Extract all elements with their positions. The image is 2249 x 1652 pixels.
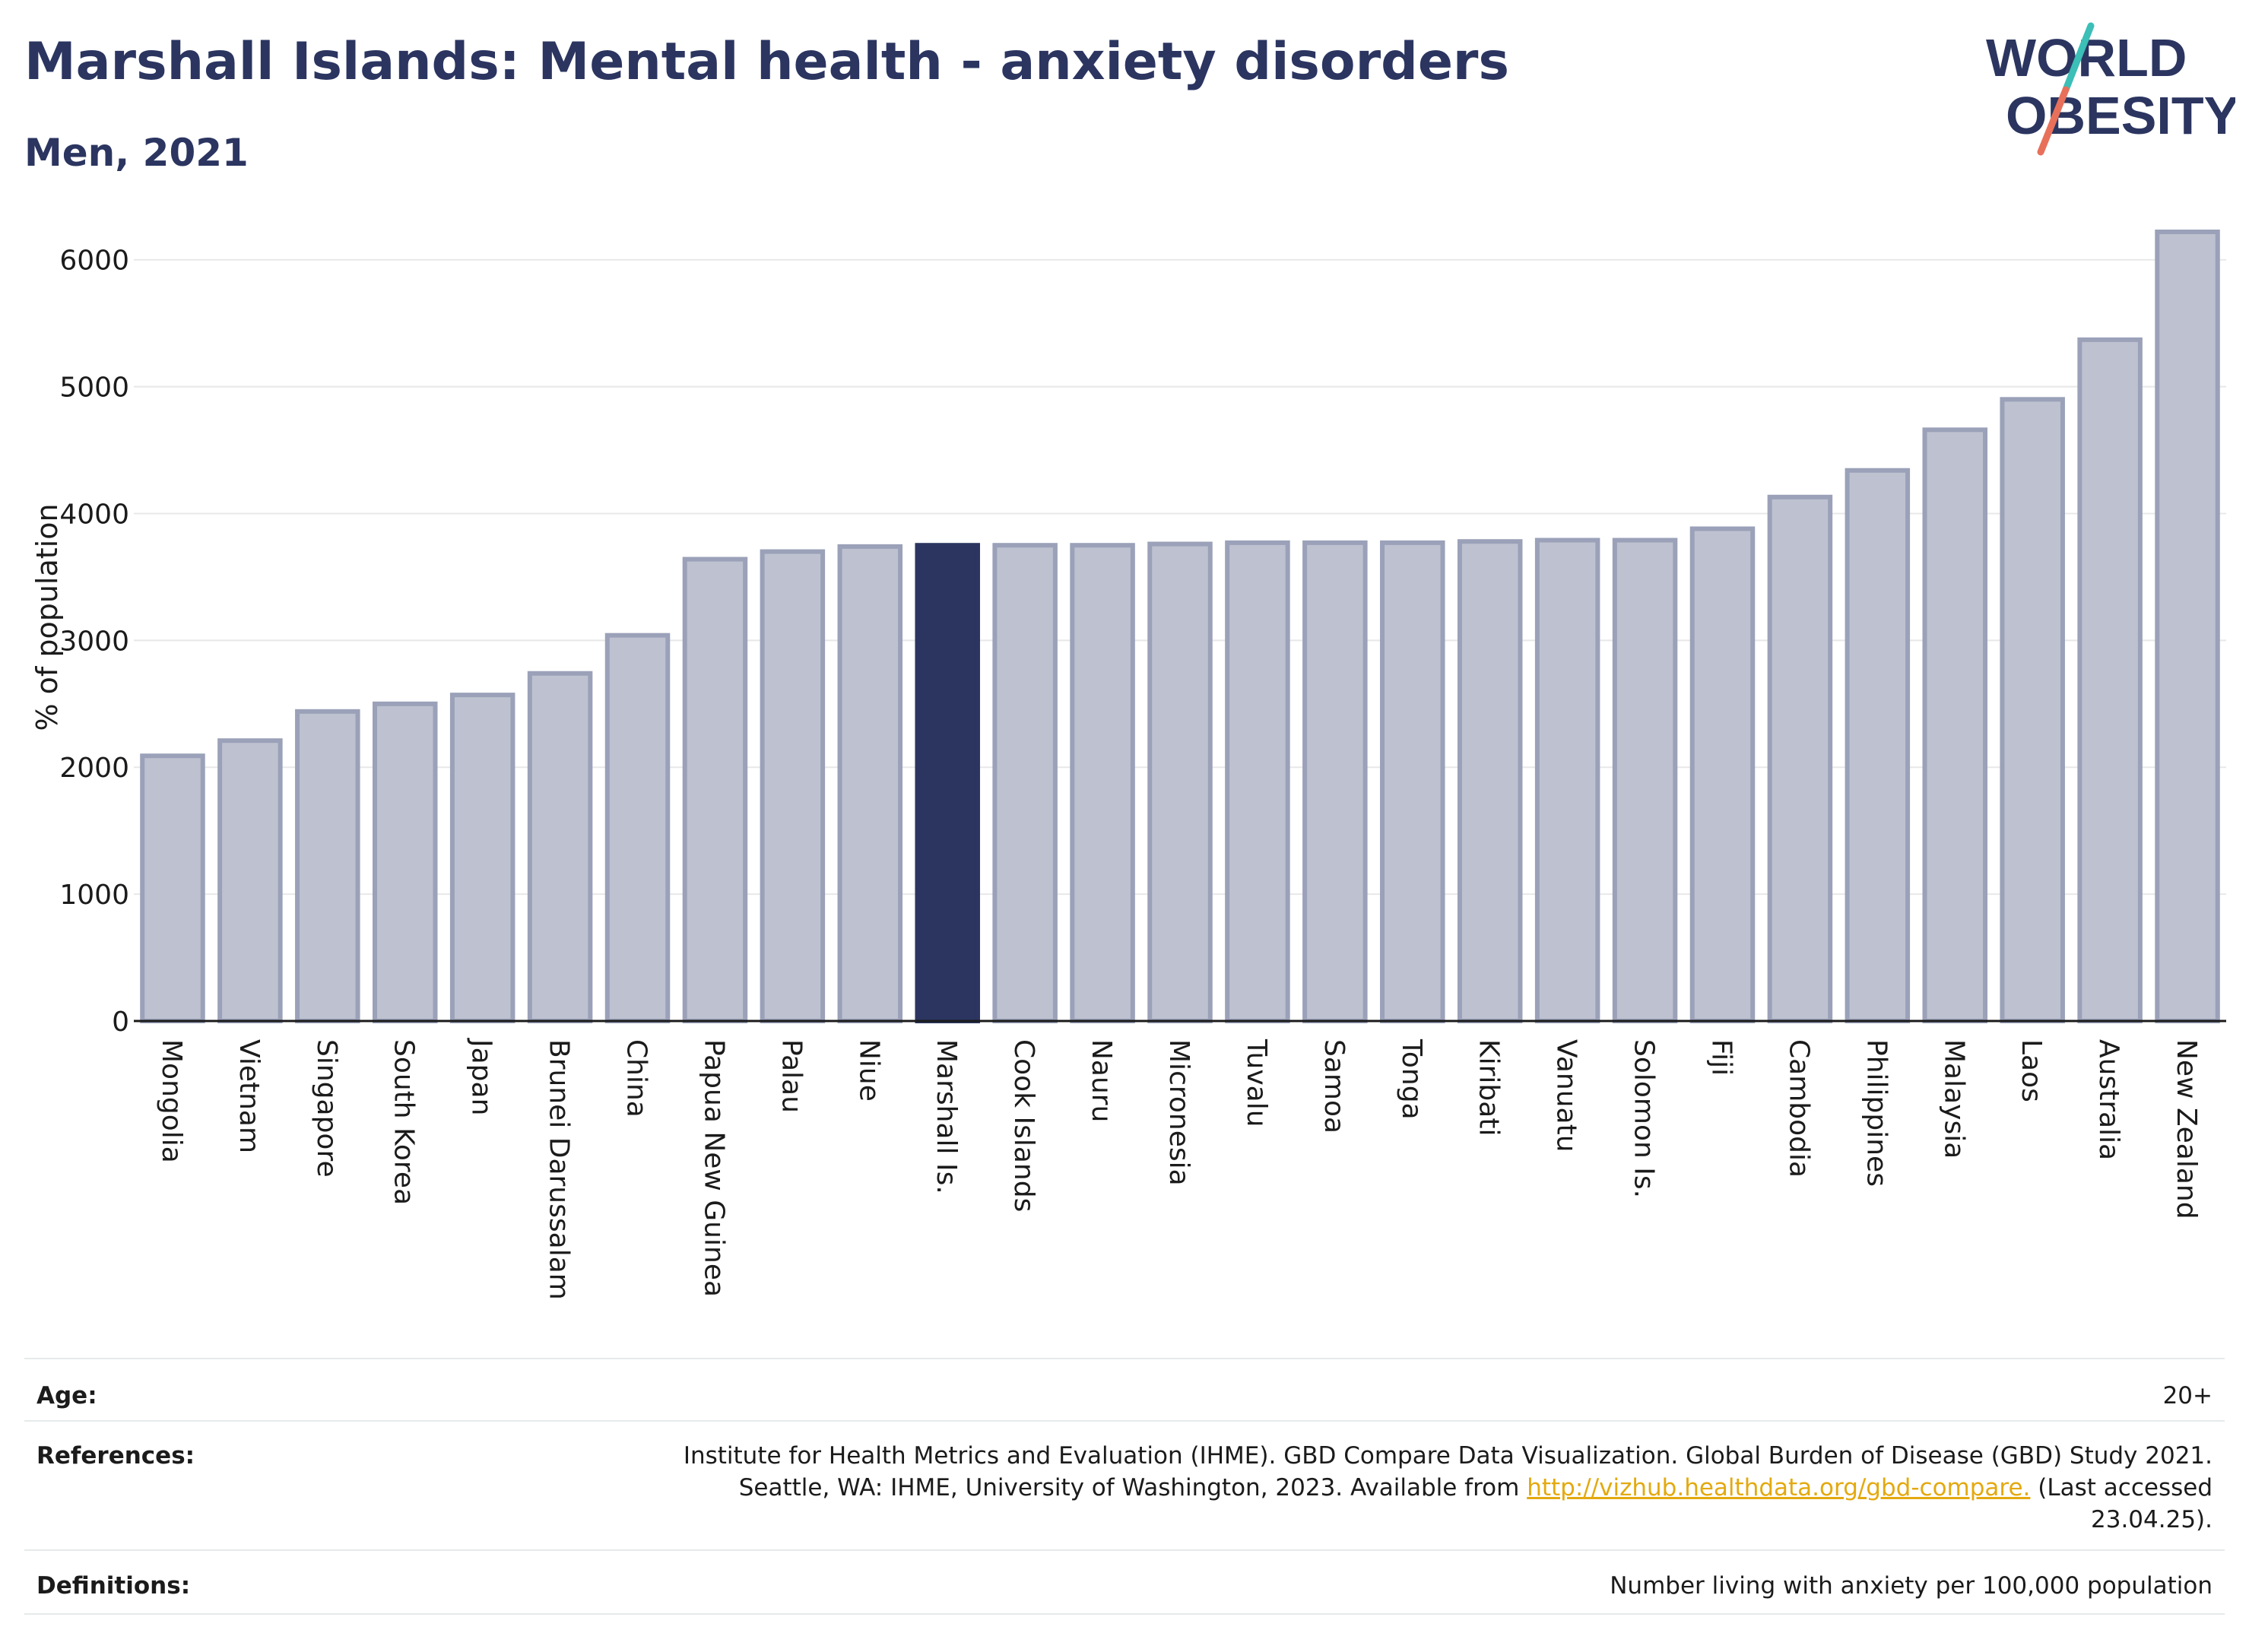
x-tick-label: Nauru	[1086, 1039, 1117, 1122]
x-tick-label: Fiji	[1705, 1039, 1737, 1076]
x-tick-label: Niue	[853, 1039, 884, 1102]
x-tick-label: Malaysia	[1938, 1039, 1969, 1159]
y-tick-label: 1000	[59, 880, 129, 911]
x-tick-label: Marshall Is.	[931, 1039, 962, 1194]
bar	[2155, 230, 2220, 1024]
references-value: Institute for Health Metrics and Evaluat…	[684, 1440, 2225, 1536]
x-tick-label: Kiribati	[1473, 1039, 1505, 1136]
bar	[682, 556, 748, 1023]
x-tick-label: Brunei Darussalam	[544, 1039, 575, 1300]
world-obesity-logo: WORLD OBESITY	[1986, 22, 2235, 156]
bar	[1302, 540, 1368, 1023]
x-tick-label: Micronesia	[1163, 1039, 1194, 1186]
references-line-2: Seattle, WA: IHME, University of Washing…	[684, 1472, 2213, 1504]
x-tick-labels: Mongolia Vietnam Singapore South Korea Japan…	[156, 1038, 2202, 1300]
x-tick-label: Vietnam	[233, 1039, 265, 1153]
bar	[837, 544, 903, 1023]
y-tick-label: 3000	[59, 626, 129, 657]
bar	[1147, 541, 1213, 1023]
bar-chart: 0 1000 2000 3000 4000 5000 6000 Mongolia Vietna…	[59, 230, 2226, 1300]
bar	[1380, 540, 1445, 1023]
x-tick-label: Tuvalu	[1241, 1038, 1272, 1127]
x-tick-label: Samoa	[1318, 1039, 1350, 1134]
age-label: Age:	[36, 1382, 97, 1409]
references-link[interactable]: http://vizhub.healthdata.org/gbd-compare…	[1527, 1474, 2031, 1501]
info-row-references: References: Institute for Health Metrics…	[24, 1420, 2225, 1549]
x-tick-label: Japan	[466, 1038, 497, 1115]
definitions-label: Definitions:	[36, 1572, 191, 1600]
references-line-3: 23.04.25).	[2091, 1506, 2213, 1533]
chart-subtitle: Men, 2021	[24, 131, 249, 175]
x-tick-label: Tonga	[1396, 1038, 1427, 1120]
bar	[217, 738, 283, 1023]
x-tick-label: Mongolia	[156, 1039, 187, 1163]
info-row-definitions: Definitions: Number living with anxiety …	[24, 1549, 2225, 1615]
x-tick-label: Philippines	[1860, 1039, 1892, 1187]
references-line-2-pre: Seattle, WA: IHME, University of Washing…	[738, 1474, 1527, 1501]
x-tick-label: Singapore	[311, 1039, 342, 1178]
bar	[527, 671, 593, 1023]
x-tick-label: Cook Islands	[1008, 1039, 1039, 1212]
chart-title: Marshall Islands: Mental health - anxiet…	[24, 32, 1509, 92]
x-tick-label: Palau	[776, 1039, 807, 1113]
x-tick-label: Solomon Is.	[1629, 1039, 1660, 1198]
bar-highlighted	[915, 543, 980, 1023]
references-label: References:	[36, 1442, 195, 1470]
bar	[295, 709, 360, 1023]
bars	[140, 230, 2220, 1024]
bar	[2077, 337, 2143, 1024]
bar	[1845, 468, 1911, 1023]
bar	[1457, 539, 1523, 1023]
bar	[1070, 543, 1135, 1023]
y-tick-label: 2000	[59, 753, 129, 784]
bar	[1689, 526, 1756, 1023]
age-value: 20+	[2162, 1382, 2213, 1409]
x-tick-label: Australia	[2093, 1039, 2124, 1160]
x-tick-label: China	[621, 1039, 652, 1118]
bar	[1534, 537, 1600, 1023]
bar	[1225, 540, 1290, 1023]
bar	[2000, 397, 2065, 1023]
x-tick-label: New Zealand	[2171, 1039, 2202, 1219]
x-tick-label: Vanuatu	[1551, 1039, 1582, 1153]
y-tick-label: 5000	[59, 373, 129, 404]
logo-slash-teal	[2062, 22, 2095, 94]
bar	[1922, 427, 1988, 1023]
bar	[760, 549, 826, 1023]
y-tick-label: 0	[112, 1007, 129, 1038]
bar	[449, 693, 515, 1023]
info-row-age: Age: 20+	[24, 1358, 2225, 1420]
references-line-2-post: (Last accessed	[2030, 1474, 2213, 1501]
y-tick-label: 6000	[59, 246, 129, 277]
bar	[992, 543, 1058, 1023]
x-tick-label: Laos	[2016, 1039, 2047, 1102]
references-line-1: Institute for Health Metrics and Evaluat…	[683, 1442, 2213, 1470]
y-tick-label: 4000	[59, 499, 129, 530]
logo-slash-coral	[2037, 86, 2070, 156]
bar	[604, 633, 671, 1023]
x-tick-label: Cambodia	[1783, 1039, 1814, 1178]
bar	[1612, 537, 1678, 1023]
x-tick-label: South Korea	[389, 1039, 420, 1205]
definitions-value: Number living with anxiety per 100,000 p…	[1610, 1572, 2213, 1600]
x-tick-label: Papua New Guinea	[698, 1039, 729, 1297]
bar	[372, 701, 438, 1023]
y-tick-labels: 0 1000 2000 3000 4000 5000 6000	[59, 246, 129, 1038]
bar	[140, 753, 205, 1024]
bar	[1767, 494, 1833, 1023]
y-axis-label: % of population	[30, 503, 64, 731]
